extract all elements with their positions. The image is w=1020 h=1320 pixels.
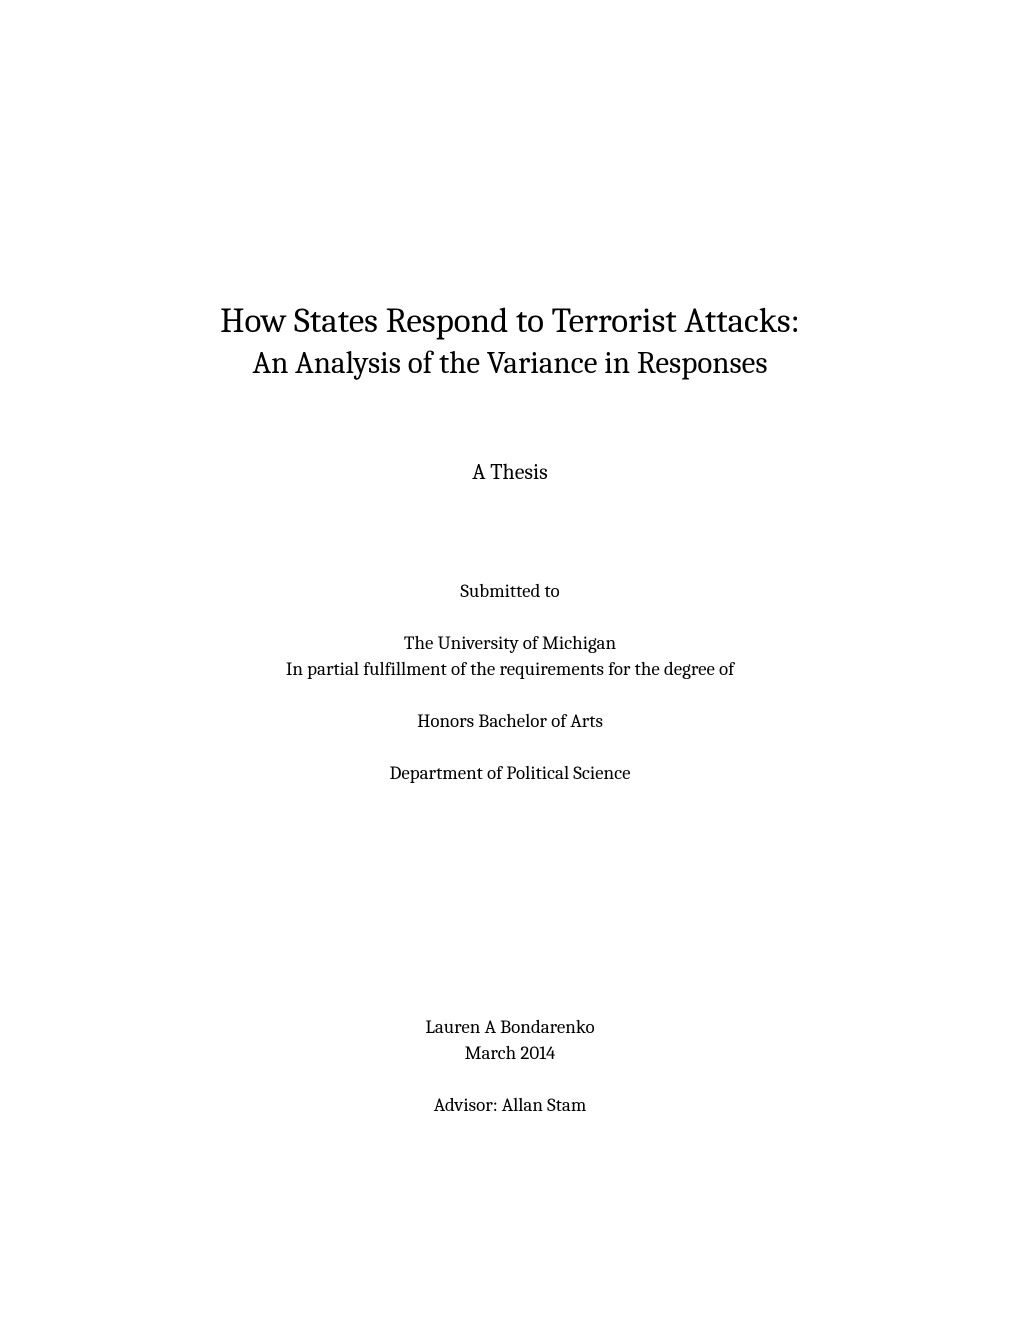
thesis-label: A Thesis xyxy=(472,459,548,485)
thesis-title-line-1: How States Respond to Terrorist Attacks: xyxy=(220,300,800,341)
thesis-date: March 2014 xyxy=(465,1042,556,1064)
advisor-name: Advisor: Allan Stam xyxy=(434,1094,587,1116)
fulfillment-text: In partial fulfillment of the requiremen… xyxy=(286,658,734,680)
submitted-to-text: Submitted to xyxy=(460,580,559,602)
university-name: The University of Michigan xyxy=(404,632,616,654)
department-name: Department of Political Science xyxy=(389,762,630,784)
author-name: Lauren A Bondarenko xyxy=(425,1016,594,1038)
degree-name: Honors Bachelor of Arts xyxy=(417,710,603,732)
thesis-title-line-2: An Analysis of the Variance in Responses xyxy=(253,345,768,381)
